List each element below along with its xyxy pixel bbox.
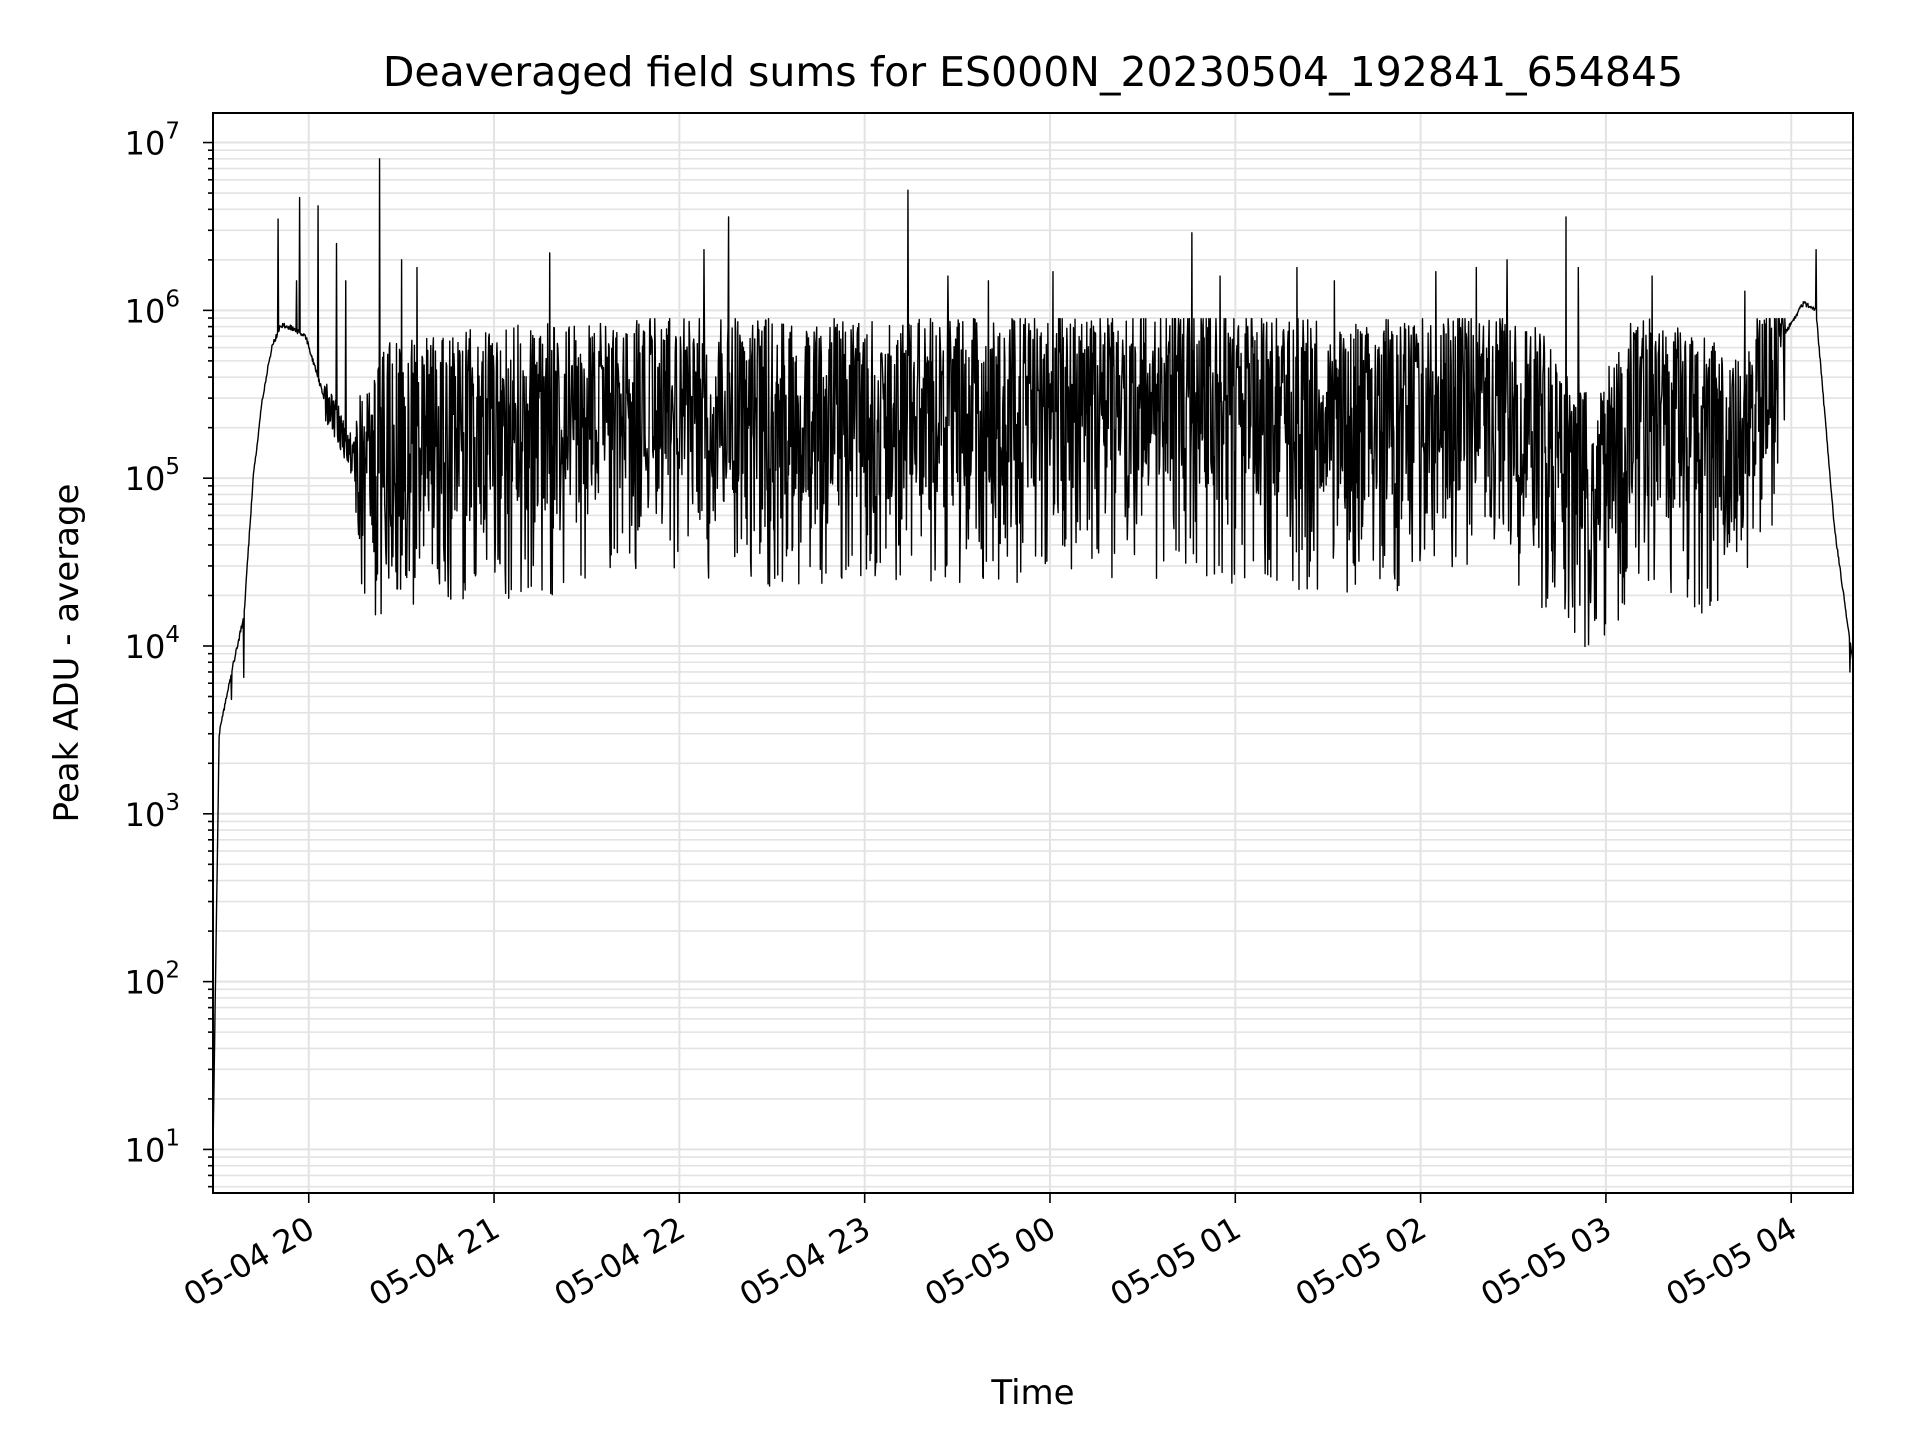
y-tick-exponent: 1 <box>165 1125 180 1151</box>
y-tick-label: 101 <box>125 1125 180 1169</box>
y-tick-label: 104 <box>125 622 180 666</box>
y-tick-base: 10 <box>125 796 166 834</box>
series-layer <box>213 158 1853 1151</box>
y-tick-label: 103 <box>125 790 180 834</box>
y-tick-label: 105 <box>125 454 180 498</box>
series-line <box>213 158 1853 1151</box>
y-tick-base: 10 <box>125 292 166 330</box>
y-tick-exponent: 7 <box>165 119 180 145</box>
chart-title: Deaveraged field sums for ES000N_2023050… <box>383 48 1683 96</box>
plot-area <box>213 158 1853 1151</box>
y-tick-exponent: 4 <box>165 622 180 648</box>
y-tick-base: 10 <box>125 125 166 163</box>
x-axis-title: Time <box>990 1373 1074 1413</box>
y-tick-exponent: 3 <box>165 790 180 816</box>
y-tick-label: 106 <box>125 286 180 330</box>
y-tick-exponent: 6 <box>165 286 180 312</box>
y-tick-base: 10 <box>125 628 166 666</box>
y-tick-base: 10 <box>125 1131 166 1169</box>
y-tick-base: 10 <box>125 460 166 498</box>
y-axis-title: Peak ADU - average <box>47 484 87 823</box>
y-tick-base: 10 <box>125 964 166 1002</box>
y-tick-label: 102 <box>125 958 180 1002</box>
y-tick-label: 107 <box>125 119 180 163</box>
y-tick-exponent: 5 <box>165 454 180 480</box>
y-tick-exponent: 2 <box>165 958 180 984</box>
